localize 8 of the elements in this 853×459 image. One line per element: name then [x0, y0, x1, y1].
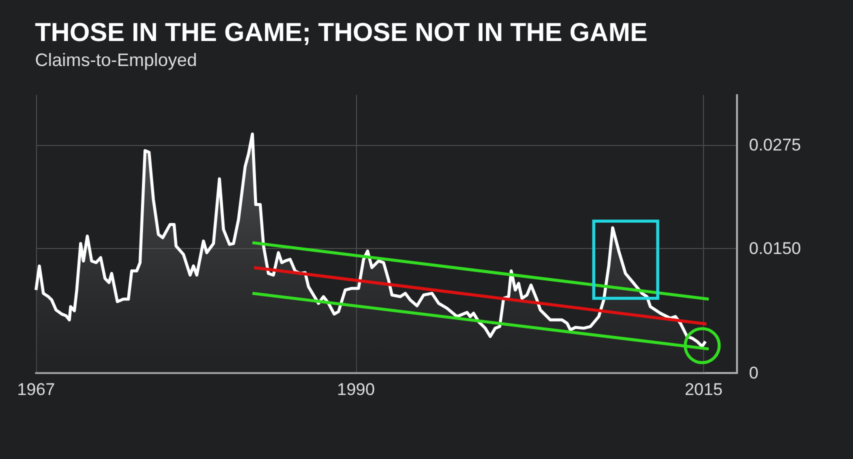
chart-title: THOSE IN THE GAME; THOSE NOT IN THE GAME: [35, 17, 648, 47]
y-tick-label: 0.0275: [749, 135, 801, 154]
x-tick-label: 2015: [684, 380, 723, 399]
y-tick-label: 0.0150: [749, 239, 801, 258]
chart-subtitle: Claims-to-Employed: [35, 50, 198, 70]
y-tick-label: 0: [749, 364, 758, 382]
x-tick-label: 1990: [336, 380, 375, 399]
x-tick-label: 1967: [17, 380, 55, 399]
